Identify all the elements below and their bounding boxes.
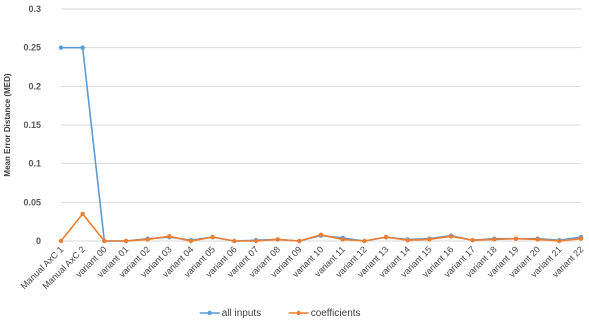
data-point — [102, 238, 107, 244]
data-point — [535, 237, 540, 242]
y-tick-label: 0.3 — [28, 4, 41, 14]
data-point — [470, 238, 475, 243]
legend-marker — [296, 310, 301, 316]
legend-label: coefficients — [311, 308, 361, 319]
data-point — [275, 237, 280, 242]
y-tick-label: 0.25 — [23, 43, 41, 53]
data-point — [123, 238, 129, 244]
data-point — [145, 237, 150, 242]
legend: all inputs coefficients — [199, 308, 361, 319]
data-point — [448, 234, 454, 239]
data-point — [340, 237, 345, 242]
y-tick-label: 0.05 — [23, 197, 41, 207]
series-lines — [58, 45, 584, 244]
data-point — [513, 236, 519, 241]
series-line — [61, 46, 582, 242]
gridlines — [61, 8, 581, 242]
y-tick-label: 0.1 — [28, 159, 41, 169]
data-point — [318, 232, 324, 238]
data-point — [427, 237, 432, 242]
data-point — [297, 238, 302, 244]
y-axis-ticks: 0 0.05 0.1 0.15 0.2 0.25 0.3 — [23, 4, 41, 246]
data-point — [210, 234, 215, 240]
data-point — [557, 238, 562, 244]
legend-marker — [207, 310, 212, 316]
data-point — [362, 238, 367, 244]
y-tick-label: 0.15 — [23, 120, 41, 130]
data-point — [80, 45, 85, 50]
data-point — [58, 238, 64, 244]
y-axis-title: Mean Error Distance (MED) — [3, 73, 12, 176]
y-tick-label: 0.2 — [28, 81, 41, 91]
data-point — [188, 238, 194, 244]
data-point — [167, 234, 172, 239]
data-point — [492, 237, 497, 242]
data-point — [405, 238, 410, 243]
data-point — [232, 238, 237, 244]
data-point — [58, 45, 64, 50]
legend-label: all inputs — [222, 308, 261, 319]
data-point — [578, 236, 584, 241]
data-point — [253, 238, 259, 244]
data-point — [383, 234, 389, 240]
data-point — [80, 211, 85, 217]
y-tick-label: 0 — [36, 236, 41, 246]
